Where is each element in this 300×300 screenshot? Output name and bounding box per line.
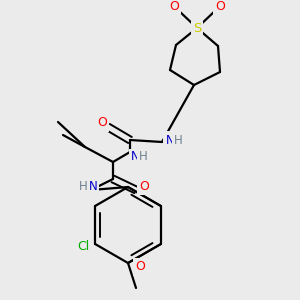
Text: N: N xyxy=(130,151,140,164)
Text: O: O xyxy=(215,0,225,13)
Text: NH: NH xyxy=(165,134,183,146)
Text: H: H xyxy=(139,151,147,164)
Text: S: S xyxy=(193,22,201,34)
Text: H: H xyxy=(174,134,182,146)
Text: O: O xyxy=(139,179,149,193)
Text: O: O xyxy=(135,260,145,274)
Text: O: O xyxy=(169,0,179,13)
Text: H: H xyxy=(79,179,87,193)
Text: Cl: Cl xyxy=(77,239,89,253)
Text: N: N xyxy=(88,179,98,193)
Text: O: O xyxy=(97,116,107,130)
Text: N: N xyxy=(166,134,174,146)
